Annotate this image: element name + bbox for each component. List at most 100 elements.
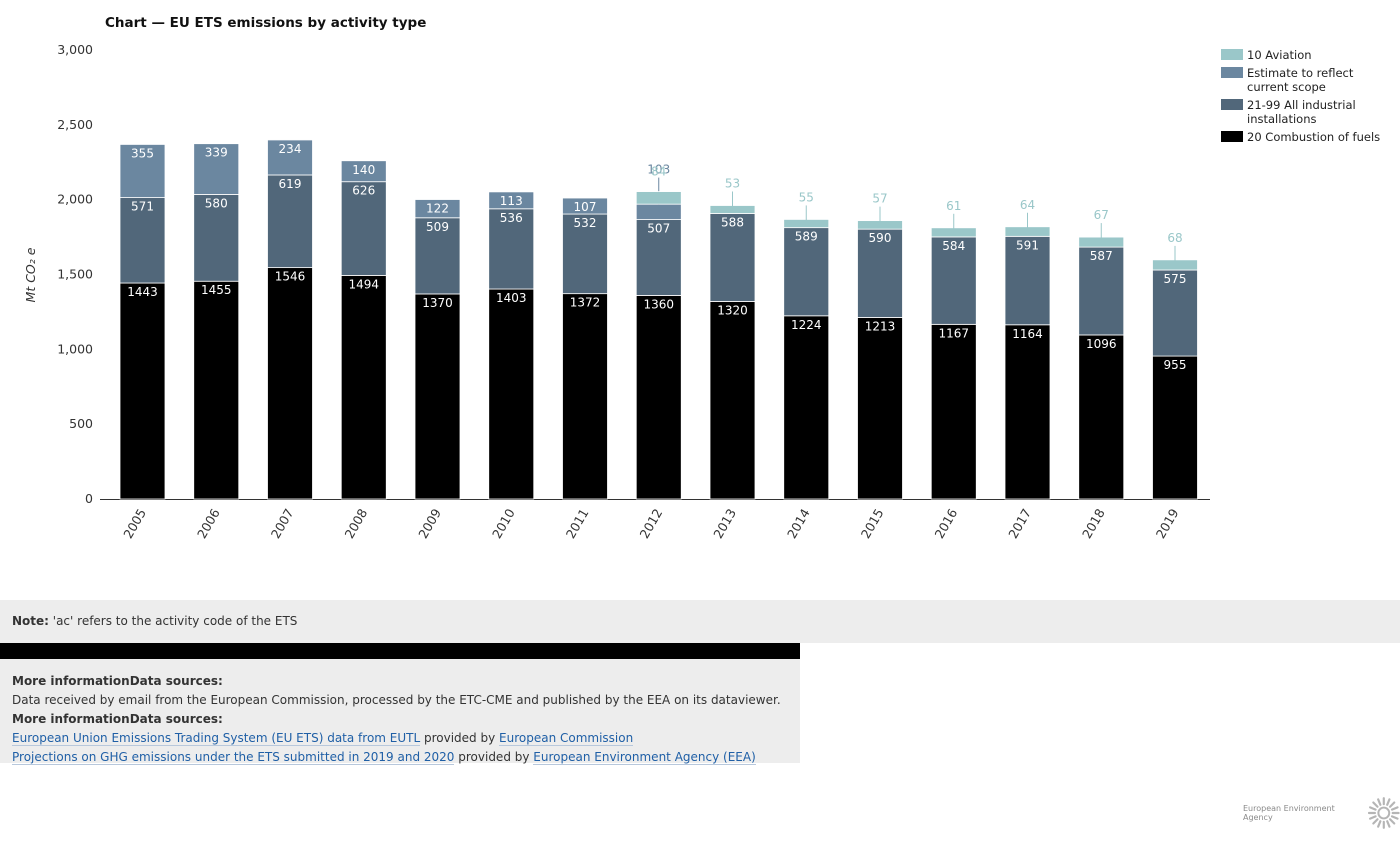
chart-plot: 0 500 1,000 1,500 2,000 2,500 3,000 Mt CO₂ e 144… (23, 42, 1380, 541)
bar-segment (635, 191, 682, 205)
legend-label: Estimate to reflect (1247, 66, 1354, 80)
bar-segment (267, 174, 313, 269)
eea-logo[interactable]: European Environment Agency (1243, 797, 1400, 829)
bar-segment (193, 280, 240, 500)
bar-segment (488, 191, 535, 210)
data-received-text: Data received by email from the European… (12, 693, 781, 707)
chart-title: Chart — EU ETS emissions by activity typ… (105, 15, 427, 31)
bar-segment (119, 282, 166, 500)
bar-segment (857, 228, 903, 318)
source-2-provider-link[interactable]: European Environment Agency (EEA) (533, 750, 756, 765)
legend-label: 21-99 All industrial (1247, 98, 1356, 112)
data-label: 122 (426, 202, 449, 216)
source-2-link[interactable]: Projections on GHG emissions under the E… (12, 750, 455, 765)
data-label: 584 (942, 239, 965, 253)
data-label: 57 (872, 192, 887, 206)
legend-swatch (1221, 99, 1243, 110)
x-tick-label: 2013 (710, 506, 739, 541)
data-label: 1360 (643, 297, 674, 311)
y-tick-label: 2,500 (57, 117, 93, 132)
bar-segment (340, 181, 387, 276)
bar-segment (193, 143, 240, 195)
data-label: 1224 (791, 318, 822, 332)
data-label: 1320 (717, 303, 748, 317)
x-tick-label: 2017 (1005, 506, 1034, 541)
y-tick-label: 3,000 (57, 42, 93, 57)
bar-segment (488, 288, 535, 500)
data-label: 536 (500, 211, 523, 225)
bar-segment (1152, 269, 1198, 357)
x-tick-label: 2014 (784, 506, 813, 541)
x-tick-label: 2007 (268, 506, 297, 541)
bar-segment (709, 213, 756, 302)
data-label: 587 (1090, 249, 1113, 263)
info-panel (0, 659, 800, 763)
bar-segment (930, 236, 977, 325)
data-label: 113 (500, 194, 523, 208)
bar-segment (562, 293, 608, 500)
y-tick-label: 2,000 (57, 192, 93, 207)
x-tick-label: 2008 (341, 506, 370, 541)
data-label: 1096 (1086, 337, 1117, 351)
y-tick-label: 1,500 (57, 267, 93, 282)
data-label: 1213 (865, 319, 896, 333)
data-label: 1372 (570, 296, 601, 310)
bar-segment (1078, 334, 1125, 500)
data-label: 53 (725, 177, 740, 191)
bar-segment (414, 217, 461, 295)
source-line-1: European Union Emissions Trading System … (12, 731, 634, 746)
data-label: 1546 (275, 270, 306, 284)
bar-segment (635, 295, 682, 500)
x-tick-label: 2015 (858, 506, 887, 541)
legend-swatch (1221, 131, 1243, 142)
source-1-provider-link[interactable]: European Commission (499, 731, 634, 746)
legend-label: installations (1247, 112, 1317, 126)
data-label: 61 (946, 199, 961, 213)
x-tick-label: 2006 (194, 506, 223, 541)
x-tick-label: 2009 (415, 506, 444, 541)
source-1-link[interactable]: European Union Emissions Trading System … (12, 731, 421, 746)
eea-sun-logo-icon (1368, 797, 1400, 829)
data-label: 1494 (348, 277, 379, 291)
data-label: 1403 (496, 291, 527, 305)
bar-segment (930, 323, 977, 500)
provided-by-text: provided by (420, 731, 500, 745)
x-tick-label: 2016 (931, 506, 960, 541)
data-label: 84 (651, 165, 666, 179)
bar-segment (119, 197, 166, 284)
bar-segment (267, 139, 313, 176)
data-label: 1455 (201, 283, 232, 297)
bar-segment (1152, 355, 1198, 500)
data-label: 590 (869, 231, 892, 245)
data-label: 1370 (422, 296, 453, 310)
data-label: 1443 (127, 285, 158, 299)
bar-segment (1004, 324, 1051, 500)
data-label: 339 (205, 146, 228, 160)
x-tick-label: 2012 (636, 506, 665, 541)
note-text: 'ac' refers to the activity code of the … (48, 614, 298, 628)
x-tick-label: 2019 (1153, 506, 1182, 541)
y-tick-label: 0 (85, 491, 93, 506)
data-label: 955 (1164, 358, 1187, 372)
data-label: 591 (1016, 238, 1039, 252)
data-label: 1167 (938, 326, 969, 340)
bar-segment (857, 317, 903, 500)
data-label: 509 (426, 220, 449, 234)
data-label: 64 (1020, 198, 1035, 212)
data-label: 589 (795, 230, 818, 244)
x-tick-label: 2010 (489, 506, 518, 541)
info-heading-2: More informationData sources: (12, 712, 223, 726)
data-label: 580 (205, 196, 228, 210)
data-label: 588 (721, 215, 744, 229)
data-label: 575 (1164, 272, 1187, 286)
bar-segment (488, 208, 535, 290)
y-tick-label: 500 (69, 416, 93, 431)
data-label: 626 (352, 184, 375, 198)
data-label: 571 (131, 200, 154, 214)
data-label: 234 (279, 142, 302, 156)
agency-name: European Environment Agency (1243, 804, 1335, 822)
legend-label: current scope (1247, 80, 1326, 94)
bar-segment (635, 219, 682, 296)
y-axis-label: Mt CO₂ e (23, 247, 38, 302)
legend-swatch (1221, 67, 1243, 78)
